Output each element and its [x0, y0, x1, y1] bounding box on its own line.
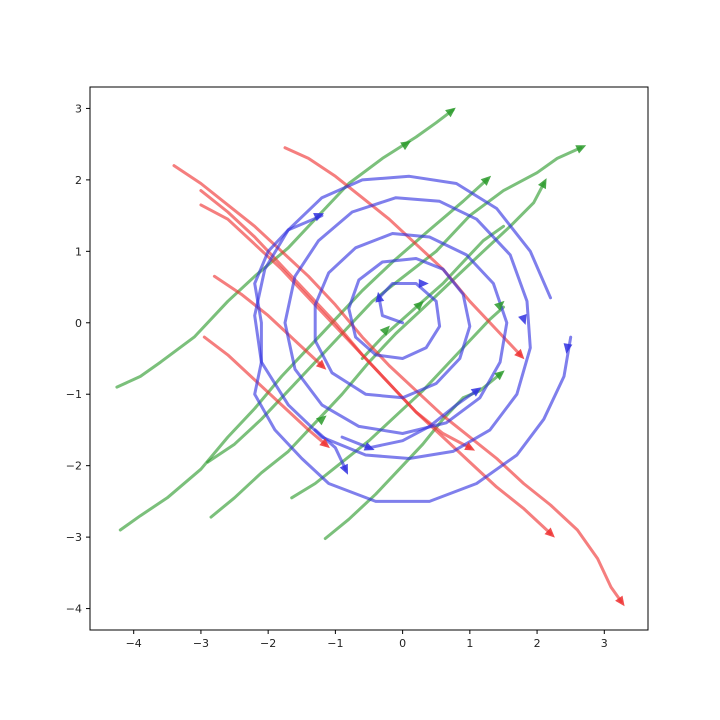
arrow-head-red-10-0	[514, 348, 525, 360]
trajectory-red-11	[212, 274, 324, 368]
y-tick-label: 3	[75, 102, 82, 115]
x-tick-label: 0	[399, 637, 406, 650]
x-tick-label: 3	[601, 637, 608, 650]
arrow-head-red-12-0	[319, 438, 330, 449]
arrow-head-green-6-1	[413, 300, 424, 311]
y-tick-label: 0	[75, 317, 82, 330]
y-tick-label: 2	[75, 174, 82, 187]
arrow-head-green-4-0	[316, 415, 327, 426]
y-axis: 3 2 1 0 −1 −2 −3 −4	[66, 102, 90, 616]
arrow-head-red-7-0	[615, 595, 625, 607]
y-tick-label: −4	[66, 603, 82, 616]
arrow-head-blue-14-0	[563, 343, 573, 354]
arrow-head-blue-13-2	[518, 314, 527, 325]
arrow-head-green-0-1	[445, 107, 456, 118]
arrow-head-red-11-0	[315, 359, 327, 370]
arrow-head-green-5-0	[494, 370, 505, 381]
arrow-head-green-2-0	[575, 145, 587, 154]
x-tick-label: 2	[534, 637, 541, 650]
y-tick-label: 1	[75, 245, 82, 258]
trajectory-blue-15	[340, 389, 479, 450]
x-axis: −4 −3 −2 −1 0 1 2 3	[126, 630, 608, 650]
arrow-head-green-3-0	[538, 178, 547, 190]
trajectory-red-12	[202, 335, 327, 446]
arrow-head-blue-13-0	[418, 279, 429, 288]
trajectory-blue-13	[253, 174, 552, 460]
arrow-head-red-9-0	[464, 442, 476, 451]
arrow-layer	[313, 107, 625, 607]
y-tick-label: −1	[66, 388, 82, 401]
arrow-head-red-8-0	[544, 527, 555, 538]
y-tick-label: −2	[66, 460, 82, 473]
arrow-head-blue-15-1	[470, 387, 482, 397]
trajectory-blue-16	[313, 428, 347, 471]
x-tick-label: −3	[193, 637, 209, 650]
arrow-head-blue-13-1	[375, 291, 385, 303]
arrow-head-blue-15-0	[363, 442, 375, 451]
trajectory-red-9	[199, 203, 472, 450]
plot-frame	[89, 86, 649, 631]
trajectory-green-0	[115, 108, 455, 389]
x-tick-label: −2	[260, 637, 276, 650]
arrow-head-green-1-0	[480, 175, 492, 186]
arrow-head-green-0-0	[400, 140, 411, 151]
x-tick-label: 1	[466, 637, 473, 650]
trajectory-blue-14	[253, 214, 573, 503]
y-tick-label: −3	[66, 531, 82, 544]
trajectory-green-3	[209, 182, 546, 519]
arrow-head-green-6-0	[379, 325, 390, 336]
x-tick-label: −1	[327, 637, 343, 650]
arrow-head-blue-16-0	[339, 463, 348, 475]
x-tick-label: −4	[126, 637, 142, 650]
arrow-head-green-4-1	[494, 300, 505, 311]
trajectory-red-10	[283, 146, 522, 357]
series-layer	[115, 108, 623, 603]
arrow-head-blue-14-1	[313, 213, 325, 222]
